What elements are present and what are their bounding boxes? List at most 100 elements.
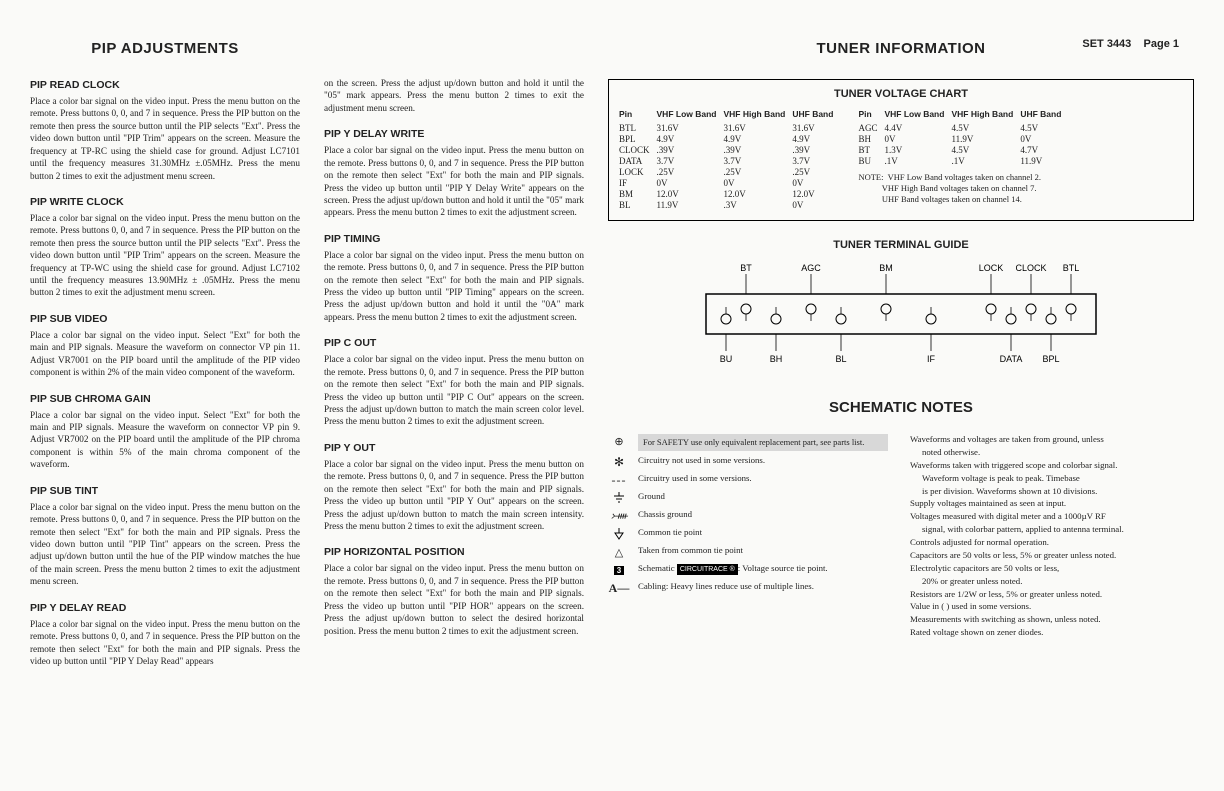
vt-cell: 11.9V	[657, 199, 724, 210]
vt-cell: 4.9V	[724, 133, 793, 144]
voltage-table-right: PinVHF Low BandVHF High BandUHF Band AGC…	[858, 108, 1068, 166]
vt-cell: BH	[858, 133, 884, 144]
section-body: Place a color bar signal on the video in…	[324, 353, 584, 428]
vt-cell: .39V	[792, 144, 840, 155]
vt-cell: .39V	[657, 144, 724, 155]
section-body: Place a color bar signal on the video in…	[30, 409, 300, 471]
vt-cell: 4.4V	[884, 122, 951, 133]
section-heading: PIP SUB CHROMA GAIN	[30, 393, 300, 405]
vt-cell: 12.0V	[657, 188, 724, 199]
section-body: Place a color bar signal on the video in…	[324, 562, 584, 637]
legend-row: △Taken from common tie point	[608, 545, 888, 559]
note-line: Voltages measured with digital meter and…	[910, 511, 1194, 523]
vt-cell: 31.6V	[724, 122, 793, 133]
legend-row: ᚛ᚓ Chassis ground	[608, 509, 888, 523]
vt-cell: AGC	[858, 122, 884, 133]
section-body: Place a color bar signal on the video in…	[324, 458, 584, 533]
gnd-icon	[608, 491, 630, 505]
svg-text:CLOCK: CLOCK	[1015, 263, 1046, 273]
safety-icon: ⊕	[608, 434, 630, 448]
vt-cell: 0V	[724, 177, 793, 188]
legend-row: 3Schematic CIRCUITRACE ®: Voltage source…	[608, 563, 888, 577]
note-line: Controls adjusted for normal operation.	[910, 537, 1194, 549]
svg-text:BL: BL	[835, 354, 846, 364]
legend-text: Circuitry not used in some versions.	[638, 455, 888, 466]
vt-row: LOCK.25V.25V.25V	[619, 166, 840, 177]
vt-cell: BTL	[619, 122, 657, 133]
legend-text: Ground	[638, 491, 888, 502]
svg-text:BH: BH	[770, 354, 783, 364]
note-line: Waveforms and voltages are taken from gr…	[910, 434, 1194, 446]
section-body: Place a color bar signal on the video in…	[30, 618, 300, 668]
arrow-icon: A—	[608, 581, 630, 595]
vt-cell: BM	[619, 188, 657, 199]
vt-cell: BT	[858, 144, 884, 155]
legend-text: For SAFETY use only equivalent replaceme…	[638, 434, 888, 451]
note-line: Supply voltages maintained as seen at in…	[910, 498, 1194, 510]
vt-header: VHF Low Band	[657, 108, 724, 122]
legend-text: Schematic CIRCUITRACE ®: Voltage source …	[638, 563, 888, 575]
vt-cell: 3.7V	[657, 155, 724, 166]
section-heading: PIP Y DELAY WRITE	[324, 128, 584, 140]
vt-header: Pin	[619, 108, 657, 122]
section-heading: PIP Y OUT	[324, 442, 584, 454]
vt-cell: 4.9V	[657, 133, 724, 144]
mid-column: on the screen. Press the adjust up/down …	[324, 40, 584, 667]
schematic-title: SCHEMATIC NOTES	[608, 399, 1194, 416]
pip-title: PIP ADJUSTMENTS	[30, 40, 300, 57]
left-column: PIP ADJUSTMENTS PIP READ CLOCKPlace a co…	[30, 40, 300, 667]
vt-cell: .25V	[792, 166, 840, 177]
section-heading: PIP HORIZONTAL POSITION	[324, 546, 584, 558]
svg-text:BM: BM	[879, 263, 893, 273]
vt-cell: 0V	[792, 199, 840, 210]
vt-row: CLOCK.39V.39V.39V	[619, 144, 840, 155]
legend-list: ⊕ For SAFETY use only equivalent replacem…	[608, 434, 888, 640]
vt-row: IF0V0V0V	[619, 177, 840, 188]
vt-header: UHF Band	[792, 108, 840, 122]
section-body: Place a color bar signal on the video in…	[30, 501, 300, 588]
vt-cell: 3.7V	[724, 155, 793, 166]
vt-cell: .1V	[951, 155, 1020, 166]
section-body: Place a color bar signal on the video in…	[324, 144, 584, 219]
legend-text: Chassis ground	[638, 509, 888, 520]
note-line: is per division. Waveforms shown at 10 d…	[910, 486, 1194, 498]
vt-cell: 12.0V	[792, 188, 840, 199]
note-line: Capacitors are 50 volts or less, 5% or g…	[910, 550, 1194, 562]
legend-row: ⊕ For SAFETY use only equivalent replacem…	[608, 434, 888, 451]
vt-row: BU.1V.1V11.9V	[858, 155, 1068, 166]
note-line: Waveform voltage is peak to peak. Timeba…	[910, 473, 1194, 485]
vt-cell: 4.9V	[792, 133, 840, 144]
svg-text:BTL: BTL	[1063, 263, 1080, 273]
nstar-icon: ✻	[608, 455, 630, 469]
vt-cell: .39V	[724, 144, 793, 155]
svg-text:DATA: DATA	[1000, 354, 1023, 364]
vt-row: BM12.0V12.0V12.0V	[619, 188, 840, 199]
vt-cell: 11.9V	[951, 133, 1020, 144]
note-line: noted otherwise.	[910, 447, 1194, 459]
voltage-note: NOTE: VHF Low Band voltages taken on cha…	[858, 172, 1183, 205]
vt-row: BPL4.9V4.9V4.9V	[619, 133, 840, 144]
legend-text: Taken from common tie point	[638, 545, 888, 556]
terminal-title: TUNER TERMINAL GUIDE	[608, 239, 1194, 251]
vt-cell: 12.0V	[724, 188, 793, 199]
dash-icon: ---	[608, 473, 630, 487]
set-label: SET 3443	[1082, 38, 1131, 50]
vt-row: BT1.3V4.5V4.7V	[858, 144, 1068, 155]
legend-row: Common tie point	[608, 527, 888, 541]
legend-row: Ground	[608, 491, 888, 505]
cgnd-icon: ᚛ᚓ	[608, 509, 630, 523]
voltage-table-left: PinVHF Low BandVHF High BandUHF Band BTL…	[619, 108, 840, 210]
legend-text: Common tie point	[638, 527, 888, 538]
vt-header: VHF High Band	[951, 108, 1020, 122]
vt-header: UHF Band	[1020, 108, 1068, 122]
vt-cell: 0V	[792, 177, 840, 188]
svg-text:BU: BU	[720, 354, 733, 364]
terminal-diagram: BTAGCBMLOCKCLOCKBTLBUBHBLIFDATABPL	[691, 259, 1111, 369]
vt-row: BH0V11.9V0V	[858, 133, 1068, 144]
section-body: Place a color bar signal on the video in…	[30, 329, 300, 379]
vt-cell: BPL	[619, 133, 657, 144]
vt-row: BL11.9V.3V0V	[619, 199, 840, 210]
vt-cell: .25V	[657, 166, 724, 177]
right-column: TUNER INFORMATION TUNER VOLTAGE CHART Pi…	[608, 40, 1194, 667]
section-body: Place a color bar signal on the video in…	[30, 95, 300, 182]
